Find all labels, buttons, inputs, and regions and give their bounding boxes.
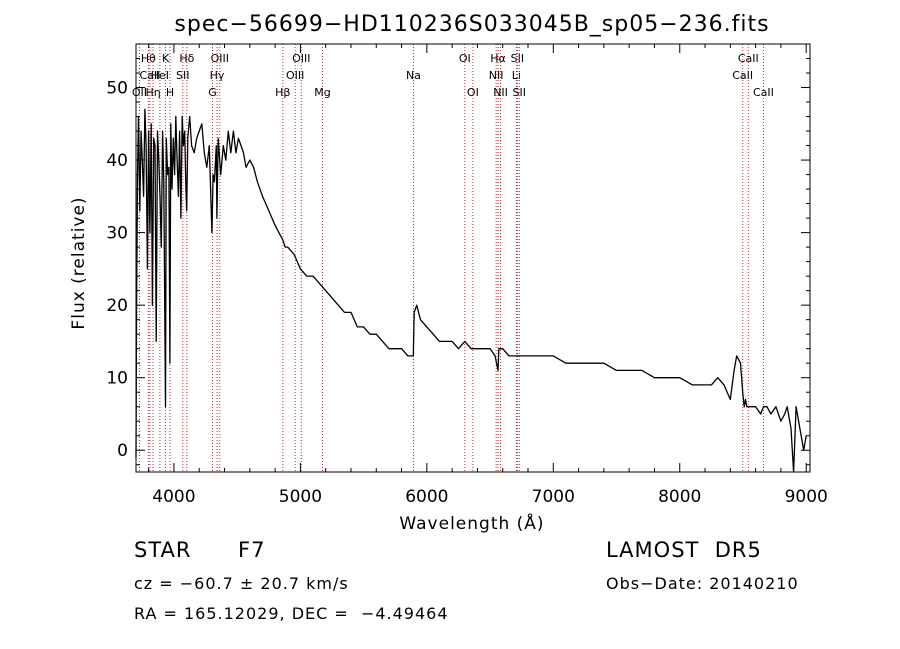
line-marker-label: OI	[467, 86, 479, 99]
line-marker-label: Hδ	[179, 52, 194, 65]
line-marker-label: OIII	[292, 52, 310, 65]
line-marker-label: HeI	[151, 69, 169, 82]
x-tick-label: 9000	[785, 487, 828, 507]
x-tick-label: 8000	[658, 487, 701, 507]
survey-label: LAMOST DR5	[606, 538, 762, 562]
line-marker-label: CaII	[738, 52, 759, 65]
axes: 4000 5000 6000 7000 8000 9000 0 10 20 30 40 50	[106, 44, 828, 507]
coordinates-readout: RA = 165.12029, DEC = −4.49464	[134, 604, 449, 623]
observation-date: Obs−Date: 20140210	[606, 574, 799, 593]
y-tick-label: 20	[106, 296, 128, 316]
x-tick-label: 6000	[405, 487, 448, 507]
line-marker-label: Na	[406, 69, 421, 82]
line-marker-label: H	[166, 86, 174, 99]
line-marker-label: Hα	[490, 52, 506, 65]
plot-frame	[135, 43, 811, 473]
y-tick-label: 0	[117, 441, 128, 461]
line-marker-label: OI	[459, 52, 471, 65]
line-marker-label: OIII	[211, 52, 229, 65]
line-marker-label: Hθ	[141, 52, 156, 65]
line-marker-label: NII	[493, 86, 508, 99]
line-marker-label: Hη	[145, 86, 160, 99]
y-tick-label: 10	[106, 369, 128, 389]
line-marker-label: CaII	[139, 69, 160, 82]
line-marker-label: G	[208, 86, 217, 99]
x-axis-label: Wavelength (Å)	[399, 512, 544, 534]
line-marker-label: SII	[511, 52, 524, 65]
spectrum-series	[135, 108, 807, 473]
spectrum-line	[135, 108, 807, 473]
line-marker-label: K	[162, 52, 170, 65]
line-marker-label: CaII	[732, 69, 753, 82]
y-tick-label: 30	[106, 224, 128, 244]
line-marker-label: Mg	[314, 86, 330, 99]
redshift-readout: cz = −60.7 ± 20.7 km/s	[134, 574, 349, 593]
line-marker-label: Hβ	[275, 86, 290, 99]
chart-title: spec−56699−HD110236S033045B_sp05−236.fit…	[174, 12, 769, 37]
object-subclass: F7	[238, 538, 266, 562]
x-tick-label: 7000	[532, 487, 575, 507]
line-marker-label: SII	[513, 86, 526, 99]
line-marker-label: OIII	[286, 69, 304, 82]
y-tick-label: 40	[106, 151, 128, 171]
line-marker-label: CaII	[753, 86, 774, 99]
line-marker-label: NII	[489, 69, 504, 82]
line-marker-label: Li	[512, 69, 521, 82]
x-tick-label: 4000	[152, 487, 195, 507]
x-tick-label: 5000	[279, 487, 322, 507]
object-class: STAR	[134, 538, 192, 562]
y-tick-label: 50	[106, 79, 128, 99]
line-marker-label: Hγ	[210, 69, 225, 82]
line-marker-label: SII	[176, 69, 189, 82]
y-axis-label: Flux (relative)	[69, 196, 89, 329]
